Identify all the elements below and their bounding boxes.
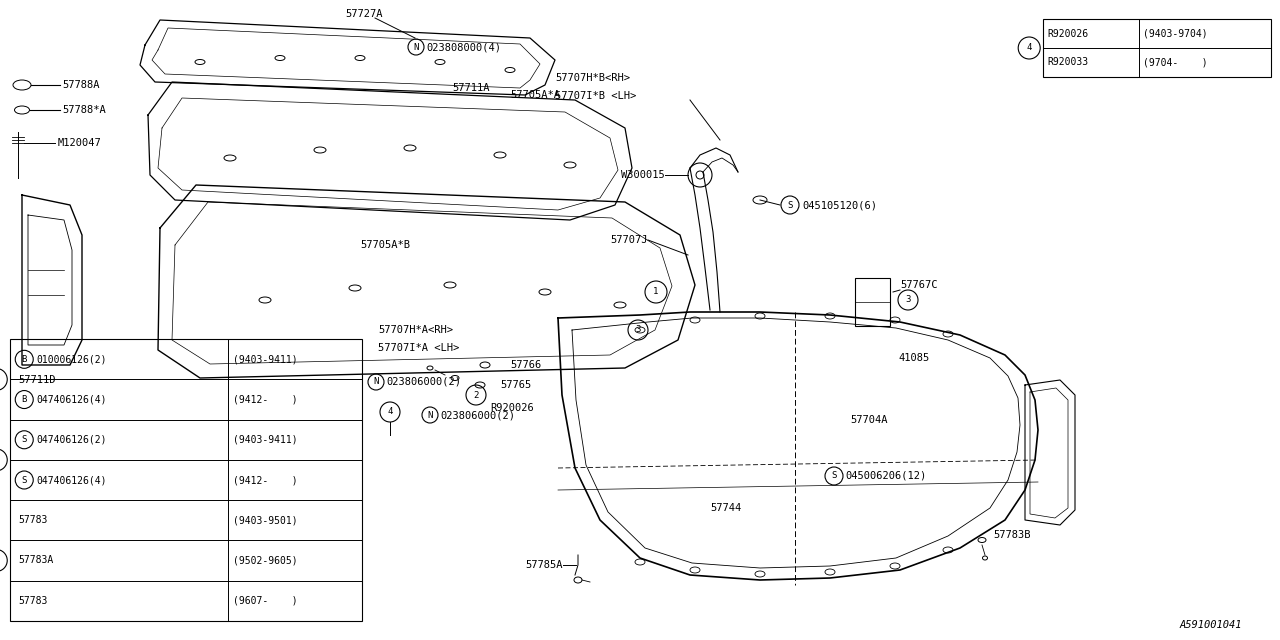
Text: B: B xyxy=(22,355,27,364)
Text: B: B xyxy=(22,395,27,404)
Text: (9412-    ): (9412- ) xyxy=(233,394,297,404)
Text: 57788*A: 57788*A xyxy=(61,105,106,115)
Text: (9403-9501): (9403-9501) xyxy=(233,515,297,525)
Text: 57727A: 57727A xyxy=(346,9,383,19)
Text: 57704A: 57704A xyxy=(850,415,887,425)
Text: N: N xyxy=(374,378,379,387)
Text: 047406126(4): 047406126(4) xyxy=(36,475,106,485)
Text: 57711A: 57711A xyxy=(452,83,489,93)
Text: S: S xyxy=(22,435,27,444)
Text: 023806000(2): 023806000(2) xyxy=(387,377,461,387)
Text: 57783: 57783 xyxy=(18,596,47,605)
Text: 1: 1 xyxy=(653,287,659,296)
Text: 57707I*A <LH>: 57707I*A <LH> xyxy=(378,343,460,353)
Bar xyxy=(1043,19,1271,77)
Text: 045105120(6): 045105120(6) xyxy=(803,200,877,210)
Text: 57707I*B <LH>: 57707I*B <LH> xyxy=(556,91,636,101)
Text: 57783A: 57783A xyxy=(18,556,54,566)
Text: 045006206(12): 045006206(12) xyxy=(845,471,927,481)
Text: S: S xyxy=(787,200,792,209)
Text: 57707H*A<RH>: 57707H*A<RH> xyxy=(378,325,453,335)
Text: W300015: W300015 xyxy=(621,170,666,180)
Text: 57783: 57783 xyxy=(18,515,47,525)
Text: M120047: M120047 xyxy=(58,138,101,148)
Text: R920033: R920033 xyxy=(1047,58,1088,67)
Text: 023808000(4): 023808000(4) xyxy=(426,42,500,52)
Text: R920026: R920026 xyxy=(490,403,534,413)
Text: 57765: 57765 xyxy=(500,380,531,390)
Text: 57711D: 57711D xyxy=(18,375,55,385)
Text: A591001041: A591001041 xyxy=(1180,620,1243,630)
Text: (9607-    ): (9607- ) xyxy=(233,596,297,605)
Text: 57707J: 57707J xyxy=(611,235,648,245)
Text: 57744: 57744 xyxy=(710,503,741,513)
Text: 023806000(2): 023806000(2) xyxy=(440,410,515,420)
Text: 4: 4 xyxy=(388,408,393,417)
Text: 57788A: 57788A xyxy=(61,80,100,90)
Text: R920026: R920026 xyxy=(1047,29,1088,38)
Text: 4: 4 xyxy=(1027,44,1032,52)
Bar xyxy=(10,339,362,621)
Text: 57705A*B: 57705A*B xyxy=(360,240,410,250)
Text: (9403-9411): (9403-9411) xyxy=(233,355,297,364)
Text: 047406126(2): 047406126(2) xyxy=(36,435,106,445)
Text: (9403-9704): (9403-9704) xyxy=(1143,29,1207,38)
Text: 57783B: 57783B xyxy=(993,530,1030,540)
Text: 2: 2 xyxy=(474,390,479,399)
Text: 57785A: 57785A xyxy=(526,560,563,570)
Text: N: N xyxy=(428,410,433,419)
Bar xyxy=(855,278,890,326)
Text: 41085: 41085 xyxy=(899,353,929,363)
Text: 3: 3 xyxy=(635,326,641,335)
Text: N: N xyxy=(413,42,419,51)
Text: (9412-    ): (9412- ) xyxy=(233,475,297,485)
Text: 57766: 57766 xyxy=(509,360,541,370)
Text: 010006126(2): 010006126(2) xyxy=(36,355,106,364)
Text: 57705A*A: 57705A*A xyxy=(509,90,561,100)
Text: 57707H*B<RH>: 57707H*B<RH> xyxy=(556,73,630,83)
Text: (9502-9605): (9502-9605) xyxy=(233,556,297,566)
Text: 047406126(4): 047406126(4) xyxy=(36,394,106,404)
Text: 57767C: 57767C xyxy=(900,280,937,290)
Text: S: S xyxy=(22,476,27,484)
Text: S: S xyxy=(831,472,837,481)
Text: (9704-    ): (9704- ) xyxy=(1143,58,1207,67)
Text: (9403-9411): (9403-9411) xyxy=(233,435,297,445)
Text: 3: 3 xyxy=(905,296,910,305)
